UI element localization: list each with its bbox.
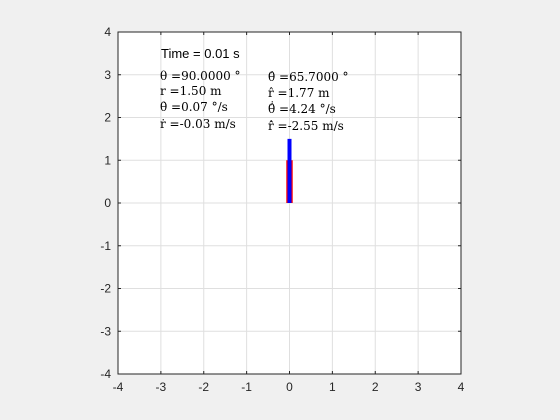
x-tick-label: 2 [372, 380, 379, 394]
actual-r: r =1.50 m [160, 84, 222, 98]
x-tick-label: -1 [241, 380, 252, 394]
estimated-theta: θ̂ =65.7000 ° [268, 70, 349, 84]
y-tick-label: -1 [100, 239, 111, 253]
y-tick-label: 0 [104, 196, 111, 210]
actual-r-dot: ṙ =-0.03 m/s [160, 117, 236, 131]
estimated-r: r̂ =1.77 m [268, 86, 330, 100]
estimated-theta-dot: θ̂̇ =4.24 °/s [268, 100, 336, 116]
y-tick-label: -2 [100, 282, 111, 296]
x-tick-label: 3 [415, 380, 422, 394]
x-tick-label: 4 [458, 380, 465, 394]
y-tick-label: 1 [104, 153, 111, 167]
x-tick-labels: -4 -3 -2 -1 0 1 2 3 4 [113, 380, 465, 394]
x-tick-label: 0 [286, 380, 293, 394]
x-tick-label: 1 [329, 380, 336, 394]
y-tick-labels: 4 3 2 1 0 -1 -2 -3 -4 [100, 25, 111, 381]
y-tick-label: -4 [100, 367, 111, 381]
plot-marks [286, 138, 293, 203]
x-tick-label: -4 [113, 380, 124, 394]
x-tick-label: -2 [198, 380, 209, 394]
estimated-r-dot: r̂̇ =-2.55 m/s [268, 119, 344, 133]
time-label: Time = 0.01 s [161, 46, 240, 61]
y-tick-label: 2 [104, 111, 111, 125]
y-tick-label: 3 [104, 68, 111, 82]
actual-theta: θ =90.0000 ° [160, 69, 241, 83]
axis-ticks [117, 31, 462, 375]
x-tick-label: -3 [156, 380, 167, 394]
y-tick-label: -3 [100, 324, 111, 338]
actual-theta-dot: θ̇ =0.07 °/s [160, 100, 228, 114]
y-tick-label: 4 [104, 25, 111, 39]
